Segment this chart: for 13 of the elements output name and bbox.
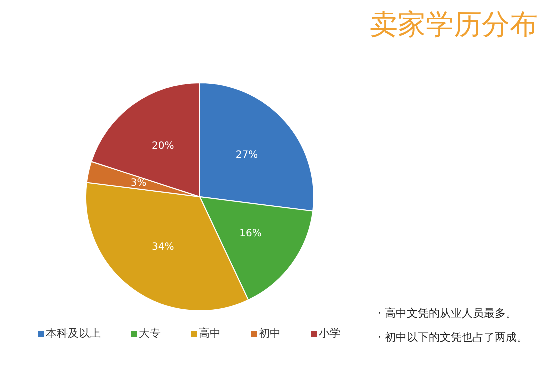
legend-label: 本科及以上 — [46, 326, 101, 341]
text: 卖家学历分布 — [370, 7, 538, 43]
data-label: 27% — [236, 150, 258, 162]
data-label: 3% — [130, 178, 147, 189]
legend-label: 高中 — [199, 326, 221, 341]
data-label: 16% — [240, 228, 262, 240]
legend-label: 大专 — [139, 326, 161, 341]
text: · 初中以下的文凭也占了两成。 — [378, 330, 528, 346]
legend-label: 小学 — [319, 326, 341, 341]
legend-label: 初中 — [259, 326, 281, 341]
text: · 高中文凭的从业人员最多。 — [378, 306, 518, 322]
data-label: 20% — [152, 140, 174, 152]
data-label: 34% — [152, 242, 174, 254]
